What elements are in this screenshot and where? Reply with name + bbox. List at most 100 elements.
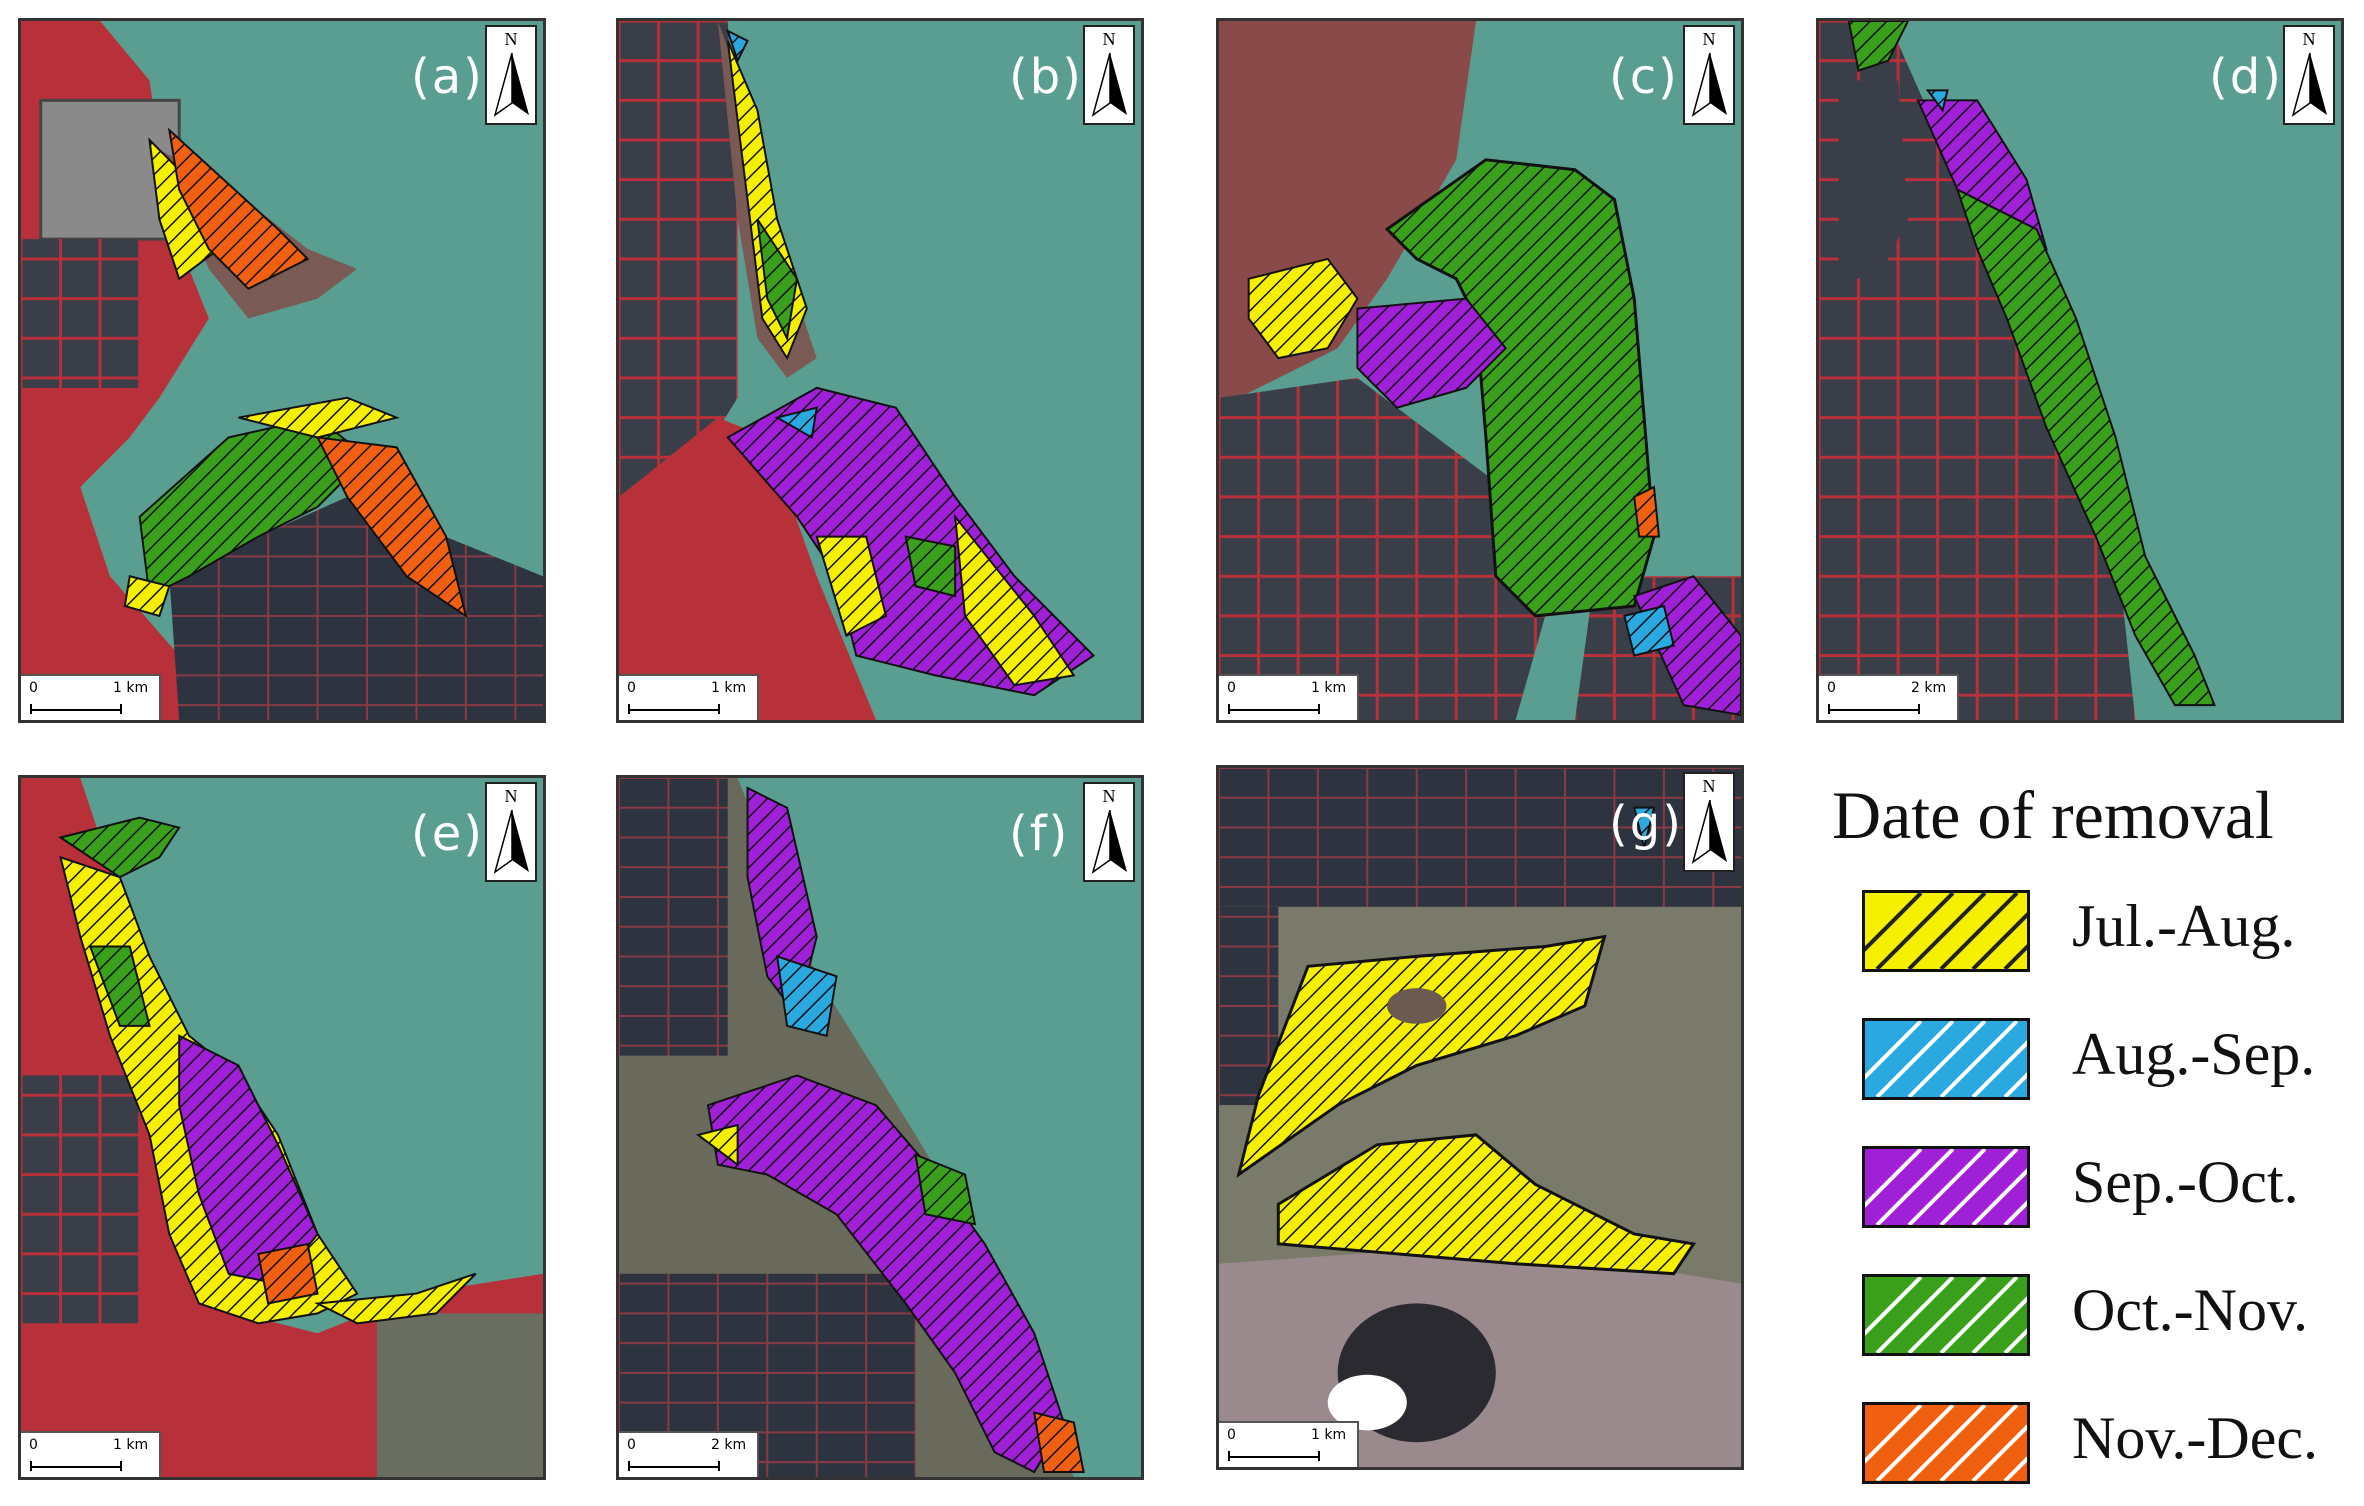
- panel-label: (f): [1009, 806, 1070, 862]
- legend-swatch-aug-sep: [1862, 1018, 2030, 1100]
- legend-swatch-oct-nov: [1862, 1274, 2030, 1356]
- north-letter: N: [1102, 786, 1116, 806]
- map-panel-b: (b) N 0 1 km: [616, 18, 1144, 723]
- map-e-imagery: [21, 778, 543, 1477]
- removal-area-oct-nov: [1384, 158, 1656, 618]
- removal-area-oct-nov: [1847, 21, 1910, 72]
- legend-label: Oct.-Nov.: [2072, 1277, 2309, 1343]
- removal-area-nov-dec: [1633, 485, 1661, 538]
- north-letter: N: [504, 786, 518, 806]
- panel-label: (b): [1009, 49, 1083, 105]
- scale-bar: 0 1 km: [1219, 674, 1359, 720]
- map-panel-e: (e) N 0 1 km: [18, 775, 546, 1480]
- panel-label: (g): [1609, 796, 1683, 852]
- removal-area-oct-nov: [756, 218, 798, 342]
- scale-bar-zero: 0: [627, 680, 636, 696]
- north-letter: N: [1102, 29, 1116, 49]
- north-arrow-icon: [1091, 53, 1127, 117]
- removal-area-oct-nov: [1955, 187, 2216, 707]
- map-c-imagery: [1219, 21, 1741, 720]
- removal-area-jul-aug: [238, 396, 400, 439]
- legend-label: Aug.-Sep.: [2072, 1021, 2316, 1087]
- legend-label: Sep.-Oct.: [2072, 1149, 2299, 1215]
- scale-bar-zero: 0: [29, 1437, 38, 1453]
- map-panel-c: (c) N 0 1 km: [1216, 18, 1744, 723]
- north-arrow: N: [485, 782, 537, 882]
- north-arrow: N: [2283, 25, 2335, 125]
- removal-area-jul-aug: [1247, 257, 1359, 360]
- map-b-imagery: [619, 21, 1141, 720]
- north-arrow: N: [1083, 782, 1135, 882]
- legend: Date of removal Jul.-Aug. Aug.-Sep. Sep.…: [1812, 776, 2352, 1486]
- map-panel-g: (g) N 0 1 km: [1216, 765, 1744, 1470]
- scale-bar-zero: 0: [1827, 680, 1836, 696]
- scale-bar-zero: 0: [1227, 1427, 1236, 1443]
- removal-area-jul-aug: [695, 1123, 739, 1167]
- scale-bar-length: 2 km: [711, 1437, 747, 1453]
- legend-title: Date of removal: [1832, 777, 2274, 853]
- legend-item-sep-oct: Sep.-Oct.: [1862, 1142, 2362, 1232]
- north-arrow: N: [1683, 772, 1735, 872]
- map-panel-f: (f) N 0 2 km: [616, 775, 1144, 1480]
- scale-bar-length: 2 km: [1911, 680, 1947, 696]
- scale-bar-zero: 0: [29, 680, 38, 696]
- legend-label: Jul.-Aug.: [2072, 893, 2296, 959]
- north-arrow: N: [485, 25, 537, 125]
- legend-item-aug-sep: Aug.-Sep.: [1862, 1014, 2362, 1104]
- removal-area-aug-sep: [1925, 89, 1949, 113]
- panel-label: (a): [411, 49, 484, 105]
- legend-label: Nov.-Dec.: [2072, 1405, 2319, 1471]
- removal-area-nov-dec: [1033, 1411, 1085, 1474]
- scale-bar-length: 1 km: [113, 1437, 149, 1453]
- panel-label: (e): [411, 806, 484, 862]
- panel-label: (d): [2209, 49, 2283, 105]
- removal-area-oct-nov: [58, 816, 181, 879]
- scale-bar: 0 1 km: [1219, 1421, 1359, 1467]
- north-arrow-icon: [493, 53, 529, 117]
- panel-label: (c): [1609, 49, 1679, 105]
- removal-area-jul-aug: [953, 513, 1076, 687]
- legend-swatch-nov-dec: [1862, 1402, 2030, 1484]
- scale-bar: 0 1 km: [21, 674, 161, 720]
- north-arrow-icon: [1691, 800, 1727, 864]
- removal-area-aug-sep: [1623, 604, 1675, 657]
- scale-bar-length: 1 km: [113, 680, 149, 696]
- scale-bar: 0 1 km: [21, 1431, 161, 1477]
- removal-area-nov-dec: [315, 436, 468, 619]
- map-panel-d: (d) N 0 2 km: [1816, 18, 2344, 723]
- map-g-imagery: [1219, 768, 1741, 1467]
- legend-item-nov-dec: Nov.-Dec.: [1862, 1398, 2362, 1488]
- removal-area-jul-aug: [1236, 934, 1607, 1179]
- removal-area-aug-sep: [1632, 806, 1656, 848]
- scale-bar-zero: 0: [627, 1437, 636, 1453]
- removal-area-nov-dec: [167, 127, 310, 290]
- map-f-imagery: [619, 778, 1141, 1477]
- removal-area-sep-oct: [706, 1074, 1065, 1474]
- north-arrow: N: [1083, 25, 1135, 125]
- legend-item-oct-nov: Oct.-Nov.: [1862, 1270, 2362, 1360]
- removal-area-aug-sep: [726, 28, 749, 64]
- removal-area-jul-aug: [123, 575, 171, 618]
- north-arrow-icon: [1091, 810, 1127, 874]
- legend-swatch-jul-aug: [1862, 890, 2030, 972]
- scale-bar-length: 1 km: [1311, 1427, 1347, 1443]
- removal-area-jul-aug: [314, 1272, 477, 1325]
- removal-area-jul-aug: [815, 535, 888, 638]
- map-a-imagery: [21, 21, 543, 720]
- north-letter: N: [504, 29, 518, 49]
- removal-area-nov-dec: [257, 1242, 319, 1305]
- legend-swatch-sep-oct: [1862, 1146, 2030, 1228]
- north-arrow-icon: [2291, 53, 2327, 117]
- north-letter: N: [2302, 29, 2316, 49]
- north-letter: N: [1702, 776, 1716, 796]
- map-panel-a: (a) N 0 1 km: [18, 18, 546, 723]
- north-arrow-icon: [493, 810, 529, 874]
- north-arrow-icon: [1691, 53, 1727, 117]
- north-arrow: N: [1683, 25, 1735, 125]
- north-letter: N: [1702, 29, 1716, 49]
- scale-bar: 0 2 km: [619, 1431, 759, 1477]
- legend-item-jul-aug: Jul.-Aug.: [1862, 886, 2362, 976]
- scale-bar-length: 1 km: [711, 680, 747, 696]
- scale-bar: 0 2 km: [1819, 674, 1959, 720]
- scale-bar: 0 1 km: [619, 674, 759, 720]
